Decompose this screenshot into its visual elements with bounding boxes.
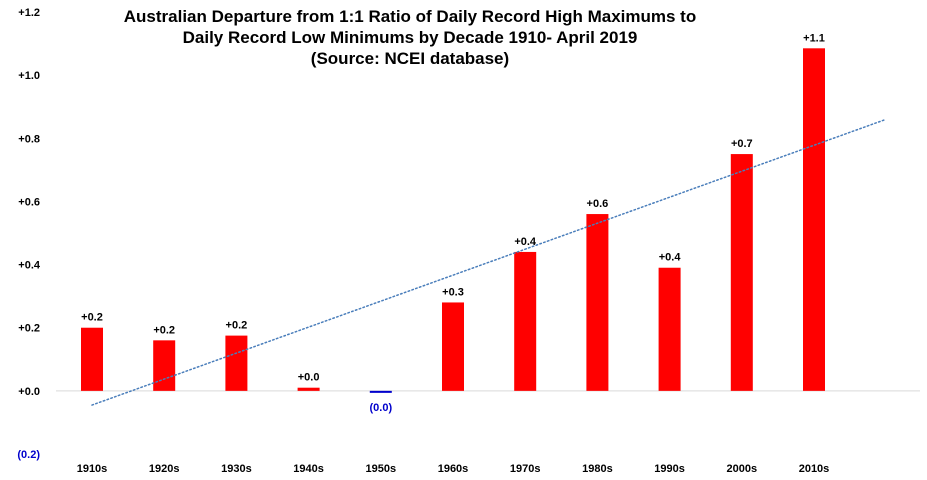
bar: [153, 340, 176, 391]
trendline: [91, 118, 887, 406]
x-tick-label: 1980s: [582, 463, 613, 475]
x-tick-label: 1910s: [77, 463, 108, 475]
y-tick-label: +0.8: [18, 133, 40, 145]
chart-title-line-2: Daily Record Low Minimums by Decade 1910…: [182, 28, 638, 47]
bar-value-label: +0.2: [81, 312, 103, 324]
bar-value-label: +1.1: [803, 32, 825, 44]
y-tick-label: (0.2): [17, 449, 40, 461]
x-tick-label: 1990s: [654, 463, 685, 475]
bar: [81, 327, 103, 391]
chart-title: Australian Departure from 1:1 Ratio of D…: [60, 6, 760, 69]
x-tick-label: 1960s: [438, 463, 469, 475]
bar-value-label: +0.3: [442, 286, 464, 298]
chart-title-line-3: (Source: NCEI database): [310, 49, 510, 68]
bar-value-label: +0.6: [587, 198, 609, 210]
y-tick-label: +0.6: [18, 196, 40, 208]
y-tick-label: +0.2: [18, 323, 40, 335]
bar: [297, 387, 320, 391]
y-tick-label: +0.0: [18, 386, 40, 398]
bar-value-label: +0.7: [731, 138, 753, 150]
y-tick-label: +1.2: [18, 7, 40, 19]
bar-value-label: +0.0: [298, 372, 320, 384]
y-tick-label: +0.4: [18, 260, 41, 272]
bar: [803, 48, 825, 391]
bar: [514, 251, 537, 391]
bar-value-label: +0.2: [153, 324, 175, 336]
bar: [730, 154, 753, 391]
bar: [658, 267, 681, 391]
bar: [225, 335, 248, 391]
bar-value-label: (0.0): [369, 402, 392, 414]
bar: [442, 302, 464, 391]
chart-title-line-1: Australian Departure from 1:1 Ratio of D…: [123, 7, 697, 26]
x-tick-label: 1970s: [510, 463, 541, 475]
bar: [369, 390, 392, 393]
x-tick-label: 2010s: [799, 463, 830, 475]
bar-value-label: +0.4: [514, 236, 537, 248]
x-tick-label: 1940s: [293, 463, 324, 475]
bar-value-label: +0.2: [226, 320, 248, 332]
y-tick-label: +1.0: [18, 70, 40, 82]
bar-value-label: +0.4: [659, 252, 682, 264]
x-tick-label: 1950s: [366, 463, 397, 475]
x-tick-label: 1930s: [221, 463, 252, 475]
x-tick-label: 1920s: [149, 463, 180, 475]
bar: [586, 214, 609, 391]
x-tick-label: 2000s: [727, 463, 758, 475]
